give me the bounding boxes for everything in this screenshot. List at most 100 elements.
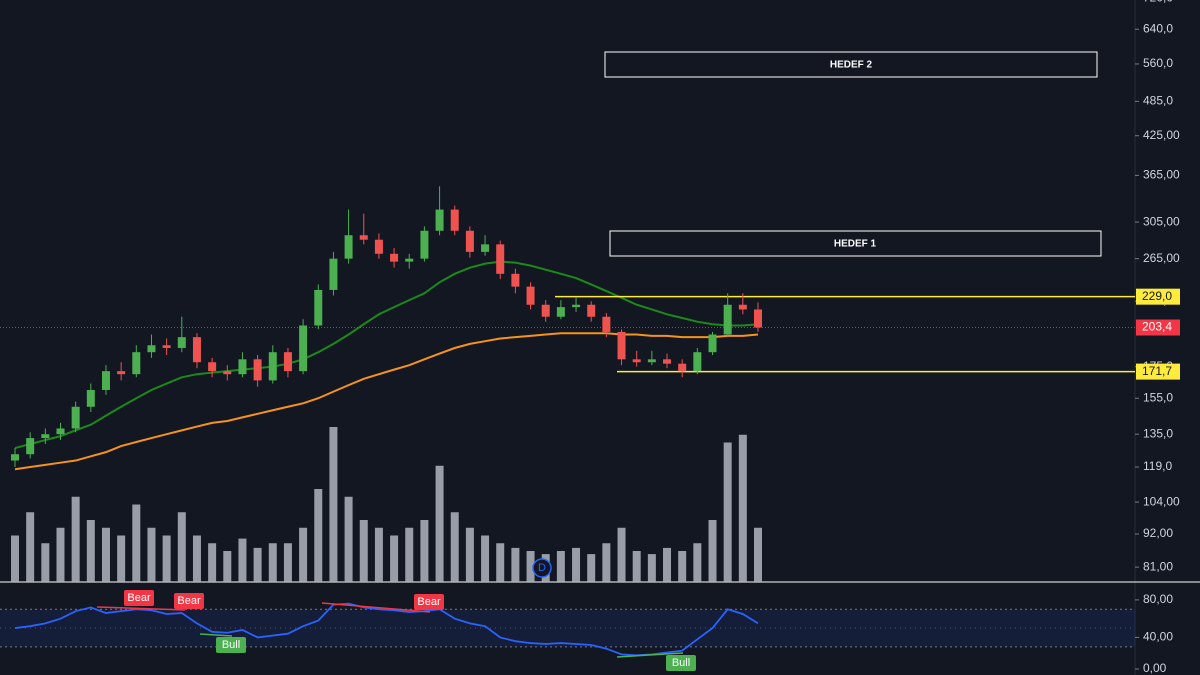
candle-body [390,253,399,262]
volume-bar [253,547,262,582]
volume-bar [238,538,247,582]
volume-bar [511,547,520,582]
target-label: HEDEF 2 [830,60,873,71]
target-box [604,51,1098,78]
divergence-label: Bear [177,595,201,607]
divergence-tag [174,593,204,609]
candle-body [359,235,368,240]
divergence-tag [414,594,444,610]
divergence-label: Bear [417,596,441,608]
candle-body [632,359,641,363]
candle-body [299,325,308,372]
divergence-label: Bull [672,657,690,669]
y-tick-label: 425,00 [1143,128,1180,142]
candle-body [41,434,50,439]
volume-bar [465,527,474,582]
volume-bar [450,512,459,582]
y-tick-label: 0,00 [1143,661,1167,675]
event-marker [532,558,552,578]
price-tag [1136,363,1180,380]
price-tag-label: 229,0 [1142,289,1172,303]
candle-body [177,337,186,349]
candle-body [754,309,762,328]
volume-bar [647,554,656,582]
volume-bar [617,527,626,582]
volume-bar [723,442,732,582]
volume-bar [496,543,505,582]
moving-average [14,260,759,450]
candle-body [314,289,323,326]
candle-body [617,331,626,360]
y-tick-label: 104,00 [1143,494,1180,508]
candle-body [420,230,429,259]
volume-bar [162,535,171,582]
volume-bar [268,543,277,582]
candle-body [56,428,65,435]
y-tick-label: 135,0 [1143,426,1173,440]
candle-body [238,359,247,375]
candle-body [465,230,474,252]
divergence-label: Bear [127,592,151,604]
candle-body [329,258,338,290]
price-tag [1136,319,1180,336]
divergence-tag [666,655,696,671]
volume-bar [147,527,156,582]
y-tick-label: 40,00 [1143,630,1173,644]
candle-body [587,304,596,317]
volume-bar [693,543,702,582]
candle-body [26,438,35,455]
volume-bar [481,535,490,582]
volume-bar [192,535,201,582]
candle-body [450,209,459,231]
y-tick-label: 265,00 [1143,251,1180,265]
volume-bar [56,527,65,582]
y-tick-label: 365,00 [1143,168,1180,182]
candle-body [723,304,732,335]
candle-body [481,244,490,252]
volume-bar [86,520,95,582]
volume-bar [177,512,186,582]
volume-bar [435,465,444,582]
rsi-line [14,602,759,657]
candle-body [253,359,262,381]
volume-bar [390,535,399,582]
moving-average [14,332,759,471]
candle-body [647,359,656,363]
candle-body [283,352,292,372]
candle-body [86,389,95,407]
volume-bar [314,489,323,582]
candle-body [162,345,171,349]
volume-bar [754,527,762,582]
candle-body [208,362,217,372]
divergence-tag [216,637,246,653]
candle-body [374,239,383,254]
candle-body [192,337,201,363]
target-label: HEDEF 1 [834,239,877,250]
y-tick-label: 720,0 [1143,0,1173,5]
candle-body [11,454,19,461]
volume-bar [223,551,232,582]
divergence-tag [124,590,154,606]
candle-body [496,244,505,274]
volume-bar [41,543,50,582]
price-tag-label: 203,4 [1142,320,1172,334]
candle-body [511,273,520,287]
candle-body [663,359,672,364]
volume-bar [344,496,353,582]
y-tick-label: 305,00 [1143,214,1180,228]
candle-body [678,363,687,372]
volume-bar [556,551,565,582]
divergence-line [96,606,186,611]
volume-bar [738,434,747,582]
y-tick-label: 485,0 [1143,94,1173,108]
candle-body [435,209,444,231]
volume-bar [299,527,308,582]
volume-bar [208,543,217,582]
y-tick-label: 80,00 [1143,592,1173,606]
y-tick-label: 560,0 [1143,56,1173,70]
volume-bar [405,527,414,582]
y-tick-label: 81,00 [1143,559,1173,573]
divergence-line [199,633,233,637]
candle-body [132,352,141,375]
candle-body [344,235,353,259]
